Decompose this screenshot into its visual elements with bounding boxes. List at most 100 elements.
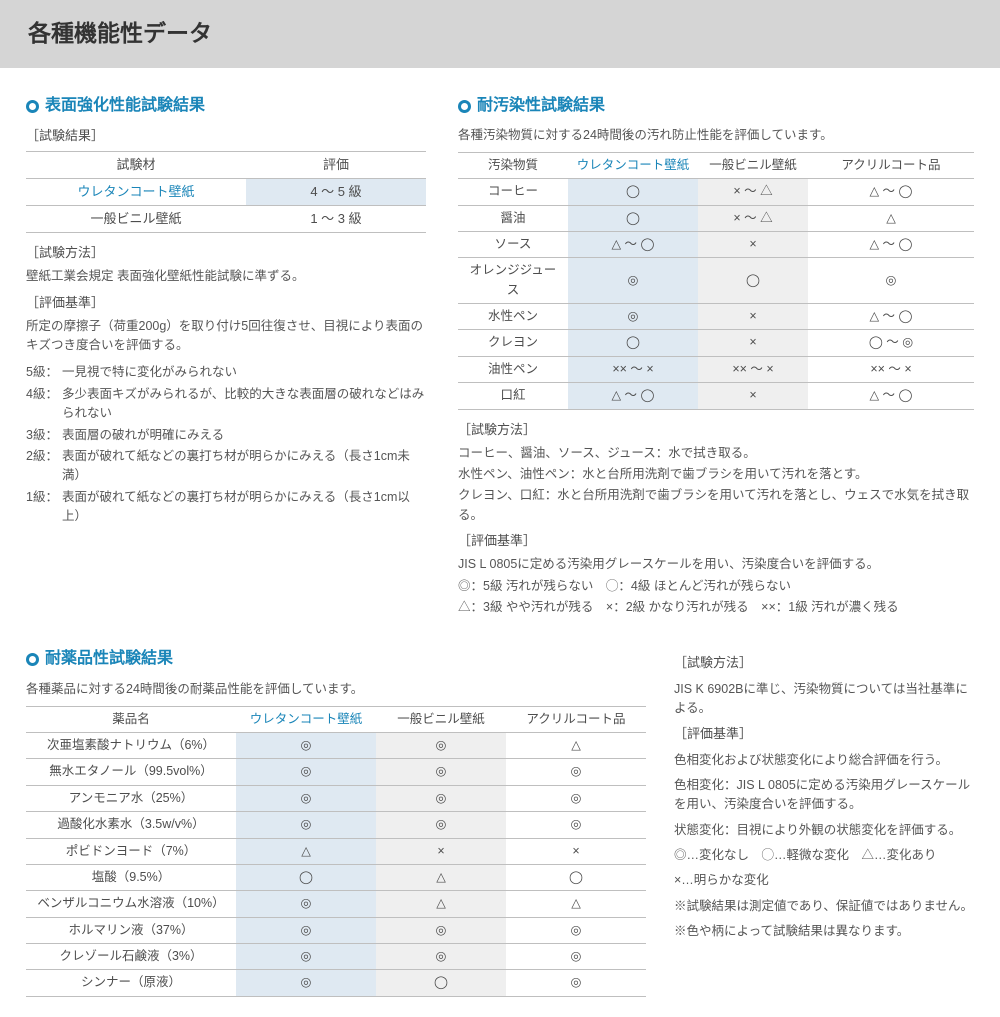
table-row: コーヒー◯× ～ △△ ～ ◯ bbox=[458, 179, 974, 205]
note-line: 色相変化：JIS L 0805に定める汚染用グレースケールを用い、汚染度合いを評… bbox=[674, 776, 974, 815]
table-cell: × bbox=[506, 838, 646, 864]
table-cell: ◎ bbox=[506, 944, 646, 970]
s1-title: 表面強化性能試験結果 bbox=[26, 94, 426, 119]
table-cell: 醤油 bbox=[458, 205, 568, 231]
s2-notes: ［試験方法］ コーヒー、醤油、ソース、ジュース：水で拭き取る。水性ペン、油性ペン… bbox=[458, 420, 974, 618]
table-cell: ◎ bbox=[236, 891, 376, 917]
s3r-method: JIS K 6902Bに準じ、汚染物質については当社基準による。 bbox=[674, 680, 974, 719]
table-cell: ◎ bbox=[506, 917, 646, 943]
table-header: 薬品名 bbox=[26, 706, 236, 732]
table-header: アクリルコート品 bbox=[506, 706, 646, 732]
table-cell: ◯ bbox=[236, 864, 376, 890]
table-cell: × bbox=[698, 304, 808, 330]
table-cell: コーヒー bbox=[458, 179, 568, 205]
table-cell: ホルマリン液（37%） bbox=[26, 917, 236, 943]
section-surface: 表面強化性能試験結果 ［試験結果］ 試験材 評価 ウレタンコート壁紙4 ～ 5 … bbox=[26, 94, 426, 620]
table-cell: 一般ビニル壁紙 bbox=[26, 205, 246, 232]
table-header: 一般ビニル壁紙 bbox=[376, 706, 506, 732]
table-cell: ×× ～ × bbox=[698, 356, 808, 382]
grade-row: 5級：一見視で特に変化がみられない bbox=[26, 363, 426, 382]
table-cell: ◎ bbox=[236, 759, 376, 785]
table-cell: △ bbox=[376, 864, 506, 890]
table-cell: △ ～ ◯ bbox=[808, 304, 974, 330]
table-cell: ポビドンヨード（7%） bbox=[26, 838, 236, 864]
s3-title: 耐薬品性試験結果 bbox=[26, 647, 646, 672]
s3r-crit-label: ［評価基準］ bbox=[674, 724, 974, 744]
s3r-method-label: ［試験方法］ bbox=[674, 653, 974, 673]
s2-method-label: ［試験方法］ bbox=[458, 420, 974, 440]
note-line: ※色や柄によって試験結果は異なります。 bbox=[674, 922, 974, 941]
s2-crit3: △：3級 やや汚れが残る ×：2級 かなり汚れが残る ××：1級 汚れが濃く残る bbox=[458, 598, 974, 617]
table-cell: ◎ bbox=[506, 785, 646, 811]
table-cell: ◯ bbox=[698, 258, 808, 304]
table-cell: オレンジジュース bbox=[458, 258, 568, 304]
table-cell: 油性ペン bbox=[458, 356, 568, 382]
content: 表面強化性能試験結果 ［試験結果］ 試験材 評価 ウレタンコート壁紙4 ～ 5 … bbox=[0, 68, 1000, 1017]
s2-crit1: JIS L 0805に定める汚染用グレースケールを用い、汚染度合いを評価する。 bbox=[458, 555, 974, 574]
s3-intro: 各種薬品に対する24時間後の耐薬品性能を評価しています。 bbox=[26, 680, 646, 699]
s2-crit2: ◎：5級 汚れが残らない ◯：4級 ほとんど汚れが残らない bbox=[458, 577, 974, 596]
s2-title-text: 耐汚染性試験結果 bbox=[477, 94, 605, 119]
s1-table: 試験材 評価 ウレタンコート壁紙4 ～ 5 級一般ビニル壁紙1 ～ 3 級 bbox=[26, 151, 426, 233]
table-cell: ソース bbox=[458, 231, 568, 257]
table-cell: 塩酸（9.5%） bbox=[26, 864, 236, 890]
table-cell: ◎ bbox=[236, 944, 376, 970]
table-cell: × bbox=[698, 330, 808, 356]
table-cell: △ bbox=[506, 733, 646, 759]
table-row: クレゾール石鹸液（3%）◎◎◎ bbox=[26, 944, 646, 970]
note-line: 色相変化および状態変化により総合評価を行う。 bbox=[674, 751, 974, 770]
table-cell: ×× ～ × bbox=[568, 356, 698, 382]
s3-title-text: 耐薬品性試験結果 bbox=[45, 647, 173, 672]
table-row: 口紅△ ～ ◯×△ ～ ◯ bbox=[458, 383, 974, 409]
s2-title: 耐汚染性試験結果 bbox=[458, 94, 974, 119]
table-header: ウレタンコート壁紙 bbox=[236, 706, 376, 732]
table-row: 水性ペン◎×△ ～ ◯ bbox=[458, 304, 974, 330]
table-header: 汚染物質 bbox=[458, 152, 568, 178]
table-cell: △ bbox=[236, 838, 376, 864]
s1-crit-label: ［評価基準］ bbox=[26, 293, 426, 313]
table-cell: 1 ～ 3 級 bbox=[246, 205, 426, 232]
table-cell: ◎ bbox=[236, 785, 376, 811]
table-cell: ◎ bbox=[236, 970, 376, 996]
table-cell: ◎ bbox=[808, 258, 974, 304]
s1-grades: 5級：一見視で特に変化がみられない 4級：多少表面キズがみられるが、比較的大きな表… bbox=[26, 363, 426, 526]
note-line: クレヨン、口紅：水と台所用洗剤で歯ブラシを用いて汚れを落とし、ウェスで水気を拭き… bbox=[458, 486, 974, 525]
grade-row: 3級：表面層の破れが明確にみえる bbox=[26, 426, 426, 445]
table-row: ウレタンコート壁紙4 ～ 5 級 bbox=[26, 178, 426, 205]
note-line: コーヒー、醤油、ソース、ジュース：水で拭き取る。 bbox=[458, 444, 974, 463]
table-cell: 4 ～ 5 級 bbox=[246, 178, 426, 205]
note-line: ×…明らかな変化 bbox=[674, 871, 974, 890]
table-row: シンナー（原液）◎◯◎ bbox=[26, 970, 646, 996]
table-cell: × ～ △ bbox=[698, 205, 808, 231]
s3-table: 薬品名ウレタンコート壁紙一般ビニル壁紙アクリルコート品 次亜塩素酸ナトリウム（6… bbox=[26, 706, 646, 997]
table-cell: × ～ △ bbox=[698, 179, 808, 205]
table-cell: △ ～ ◯ bbox=[808, 231, 974, 257]
table-cell: △ bbox=[506, 891, 646, 917]
note-line: ※試験結果は測定値であり、保証値ではありません。 bbox=[674, 897, 974, 916]
table-cell: ◎ bbox=[376, 917, 506, 943]
table-row: 無水エタノール（99.5vol%）◎◎◎ bbox=[26, 759, 646, 785]
table-row: アンモニア水（25%）◎◎◎ bbox=[26, 785, 646, 811]
table-row: 過酸化水素水（3.5w/v%）◎◎◎ bbox=[26, 812, 646, 838]
s1-col-0: 試験材 bbox=[26, 151, 246, 178]
table-row: 醤油◯× ～ △△ bbox=[458, 205, 974, 231]
grade-row: 1級：表面が破れて紙などの裏打ち材が明らかにみえる（長さ1cm以上） bbox=[26, 488, 426, 527]
table-cell: ◎ bbox=[506, 970, 646, 996]
table-cell: × bbox=[376, 838, 506, 864]
table-header: 一般ビニル壁紙 bbox=[698, 152, 808, 178]
note-line: 状態変化：目視により外観の状態変化を評価する。 bbox=[674, 821, 974, 840]
section-stain: 耐汚染性試験結果 各種汚染物質に対する24時間後の汚れ防止性能を評価しています。… bbox=[458, 94, 974, 620]
table-cell: △ bbox=[808, 205, 974, 231]
table-cell: ◎ bbox=[236, 812, 376, 838]
s1-res-label: ［試験結果］ bbox=[26, 126, 426, 146]
table-row: 塩酸（9.5%）◯△◯ bbox=[26, 864, 646, 890]
grade-row: 4級：多少表面キズがみられるが、比較的大きな表面層の破れなどはみられない bbox=[26, 385, 426, 424]
bullet-icon bbox=[26, 100, 39, 113]
table-cell: ◯ bbox=[568, 330, 698, 356]
table-row: ホルマリン液（37%）◎◎◎ bbox=[26, 917, 646, 943]
table-cell: ◎ bbox=[376, 812, 506, 838]
table-row: クレヨン◯×◯ ～ ◎ bbox=[458, 330, 974, 356]
table-cell: クレゾール石鹸液（3%） bbox=[26, 944, 236, 970]
table-cell: ◎ bbox=[376, 944, 506, 970]
table-cell: × bbox=[698, 383, 808, 409]
